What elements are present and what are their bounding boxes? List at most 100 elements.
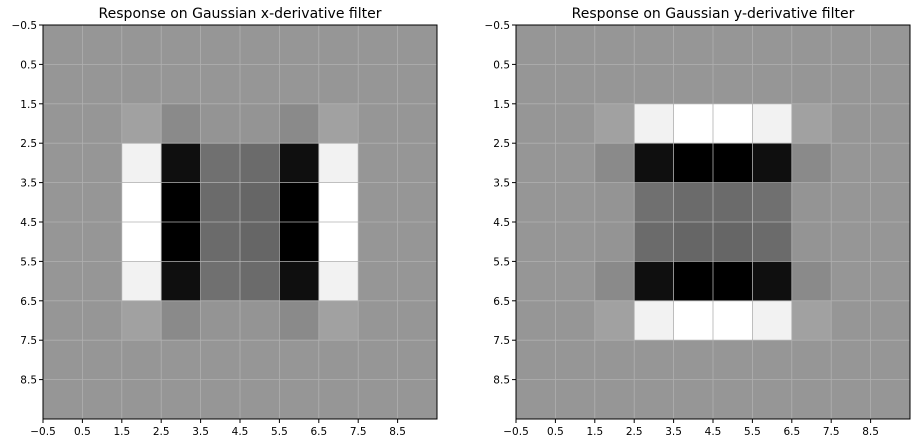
heatmap-cell xyxy=(870,103,911,144)
heatmap-cell xyxy=(240,64,280,105)
heatmap-cell xyxy=(555,300,596,341)
heatmap-cell xyxy=(516,182,556,223)
heatmap-cell xyxy=(82,25,123,65)
heatmap-cell xyxy=(121,143,162,183)
heatmap-cell xyxy=(791,103,832,144)
x-tick-label: 8.5 xyxy=(389,426,406,438)
heatmap-cell xyxy=(791,261,832,302)
heatmap-cell xyxy=(240,379,280,420)
heatmap-cell xyxy=(870,25,911,65)
heatmap-cell xyxy=(43,261,83,302)
chart-title: Response on Gaussian y-derivative filter xyxy=(572,6,855,22)
heatmap-cell xyxy=(397,379,438,420)
heatmap-cell xyxy=(43,103,83,144)
y-tick-label: 2.5 xyxy=(20,138,37,150)
heatmap-cell xyxy=(713,222,753,262)
heatmap-cell xyxy=(358,64,398,105)
heatmap-cell xyxy=(240,103,280,144)
heatmap-cell xyxy=(516,64,556,105)
heatmap-cell xyxy=(200,182,241,223)
heatmap-cell xyxy=(397,340,438,380)
heatmap-cell xyxy=(555,103,596,144)
heatmap-cell xyxy=(240,143,280,183)
heatmap-cell xyxy=(634,261,674,302)
heatmap-cell xyxy=(713,64,753,105)
heatmap-cell xyxy=(516,103,556,144)
x-tick-label: 3.5 xyxy=(665,426,682,438)
heatmap-cell xyxy=(752,261,793,302)
heatmap-cell xyxy=(279,340,320,380)
x-tick-label: −0.5 xyxy=(503,426,529,438)
heatmap-cell xyxy=(634,222,674,262)
heatmap-cell xyxy=(318,340,359,380)
heatmap-cell xyxy=(594,103,635,144)
heatmap-cell xyxy=(200,143,241,183)
heatmap-cell xyxy=(516,143,556,183)
heatmap-cell xyxy=(43,182,83,223)
y-tick-label: 8.5 xyxy=(493,375,510,387)
x-tick-label: 2.5 xyxy=(626,426,643,438)
heatmap-cell xyxy=(43,222,83,262)
heatmap-cell xyxy=(594,379,635,420)
x-tick-label: 2.5 xyxy=(153,426,170,438)
heatmap-cell xyxy=(82,64,123,105)
heatmap-cell xyxy=(594,25,635,65)
heatmap-cell xyxy=(200,25,241,65)
heatmap-cell xyxy=(318,222,359,262)
heatmap-cell xyxy=(752,222,793,262)
heatmap-cell xyxy=(870,300,911,341)
heatmap-cell xyxy=(713,261,753,302)
heatmap-cell xyxy=(870,64,911,105)
x-tick-label: 5.5 xyxy=(271,426,288,438)
heatmap-cell xyxy=(831,103,871,144)
heatmap-cell xyxy=(791,143,832,183)
heatmap-cell xyxy=(397,25,438,65)
heatmap-cell xyxy=(121,261,162,302)
heatmap-cell xyxy=(397,222,438,262)
heatmap-cell xyxy=(870,182,911,223)
heatmap-cell xyxy=(791,340,832,380)
heatmap-cell xyxy=(713,25,753,65)
heatmap-cell xyxy=(752,25,793,65)
heatmap-cell xyxy=(200,103,241,144)
x-tick-label: 4.5 xyxy=(705,426,722,438)
heatmap-cell xyxy=(121,222,162,262)
heatmap-cell xyxy=(318,25,359,65)
heatmap-cell xyxy=(555,222,596,262)
heatmap-cell xyxy=(200,261,241,302)
heatmap-cell xyxy=(634,25,674,65)
heatmap-cell xyxy=(200,340,241,380)
heatmap-cell xyxy=(121,300,162,341)
heatmap-cell xyxy=(43,340,83,380)
heatmap-cell xyxy=(673,103,714,144)
heatmap-cell xyxy=(673,261,714,302)
y-tick-label: 1.5 xyxy=(493,99,510,111)
heatmap-cell xyxy=(673,64,714,105)
heatmap-cell xyxy=(318,379,359,420)
heatmap-cell xyxy=(555,182,596,223)
heatmap-cell xyxy=(555,340,596,380)
x-tick-label: 7.5 xyxy=(350,426,367,438)
heatmap-cell xyxy=(634,300,674,341)
heatmap-cell xyxy=(516,340,556,380)
heatmap-cell xyxy=(752,64,793,105)
heatmap-cell xyxy=(121,25,162,65)
heatmap-cell xyxy=(397,261,438,302)
heatmap-panel-y-derivative: Response on Gaussian y-derivative filter… xyxy=(485,6,911,438)
heatmap-cell xyxy=(555,379,596,420)
heatmap-cell xyxy=(594,143,635,183)
x-tick-label: 3.5 xyxy=(192,426,209,438)
heatmap-cell xyxy=(358,300,398,341)
heatmap-cell xyxy=(397,182,438,223)
heatmap-cell xyxy=(634,64,674,105)
heatmap-cell xyxy=(555,64,596,105)
x-tick-label: 1.5 xyxy=(113,426,130,438)
heatmap-cell xyxy=(555,143,596,183)
heatmap-cell xyxy=(752,182,793,223)
y-tick-label: 0.5 xyxy=(493,59,510,71)
heatmap-cell xyxy=(555,261,596,302)
x-tick-label: 6.5 xyxy=(310,426,327,438)
heatmap-cell xyxy=(713,300,753,341)
heatmap-cell xyxy=(279,300,320,341)
heatmap-cell xyxy=(318,143,359,183)
